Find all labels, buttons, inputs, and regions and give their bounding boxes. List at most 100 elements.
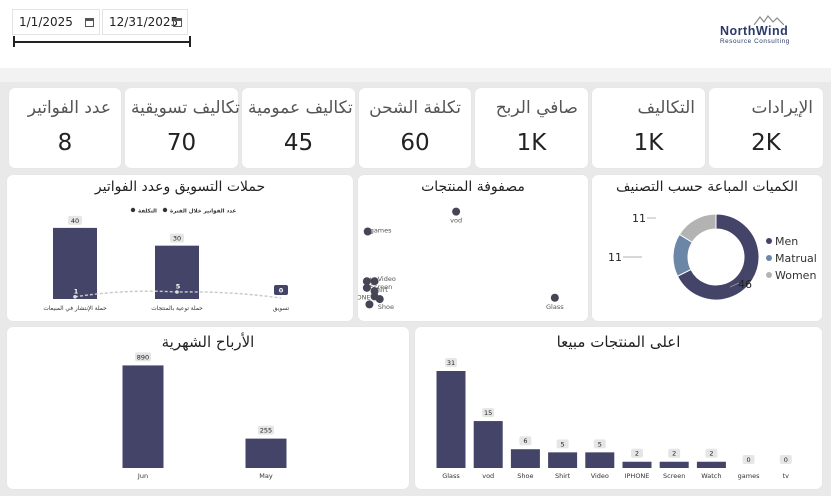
slider-end-handle[interactable] [189,36,191,47]
legend-marker [162,207,168,213]
monthly-profit-panel: الأرباح الشهرية 890 Jun 255 May [7,327,409,489]
header-divider [0,68,831,82]
data-label-box [68,215,82,225]
scatter-point-label: IPHONE [358,293,371,301]
scatter-point [452,207,461,216]
logo-sub-text: Resource Consulting [720,38,790,45]
category-label: Watch [701,472,721,480]
monthly-profit-chart: 890 Jun 255 May [122,352,287,480]
data-label-box [668,448,681,458]
category-label: vod [482,472,494,480]
kpi-label: تكاليف تسويقية [131,98,240,118]
category-label: IPHONE [625,472,650,480]
scatter-point-label: Video [378,275,396,283]
category-label: Shoe [517,472,533,480]
top-products-panel: اعلى المنتجات مبيعا 31 Glass 15 vod 6 Shoe 5 Sh… [415,327,822,489]
legend-entry: Men [775,235,798,248]
date-range-slider[interactable] [14,41,190,43]
legend-marker [130,207,136,213]
kpi-value: 60 [400,130,430,156]
scatter-point-label: Shoe [378,303,394,311]
kpi-label: تكلفة الشحن [369,98,461,118]
donut-panel: الكميات المباعة حسب التصنيف 46 11 11 Men Mat… [592,175,822,321]
scatter-point [363,227,372,236]
profit-data-label: 255 [260,427,272,435]
kpi-label: الإيرادات [751,98,813,118]
kpi-card-costs: التكاليف 1K [592,88,705,168]
category-label: May [259,472,273,480]
panel-title: مصفوفة المنتجات [421,179,525,195]
donut-slice [676,213,760,301]
data-label-box [170,233,184,243]
scatter-point-label: Screen [370,283,392,291]
scatter-point [362,283,371,292]
donut-data-label: 11 [608,251,622,264]
product-data-label: 6 [523,437,527,445]
profit-bar [122,365,164,468]
start-date-value: 1/1/2025 [19,15,73,29]
kpi-value: 45 [283,130,314,156]
scatter-point-label: Watch [369,298,389,306]
product-bar [473,421,503,468]
end-date-value: 12/31/2025 [109,15,179,29]
category-label: حملة توعية بالمنتجات [151,306,203,312]
calendar-icon[interactable] [173,18,182,27]
invoices-data-label: 1 [74,287,79,295]
donut-data-label: 46 [738,278,752,291]
product-bar [622,461,652,468]
product-data-label: 31 [447,359,455,367]
category-label: Jun [137,472,148,480]
data-label-box [742,455,755,464]
logo-main-text: NorthWind [720,24,789,38]
data-label-box [779,455,792,464]
legend-entry: Women [775,269,816,282]
donut-chart: 46 11 11 Men Matrual Women [608,212,817,301]
calendar-icon[interactable] [85,18,94,27]
cost-data-label: 0 [279,287,284,295]
company-logo: NorthWind Resource Consulting [720,15,825,47]
kpi-card-shipping-cost: تكلفة الشحن 60 [359,88,471,168]
category-label: Shirt [555,472,571,480]
data-label-box [631,448,643,458]
scatter-point [362,277,371,286]
profit-bar [245,438,287,468]
donut-leader-line [729,282,740,288]
panel-title: الكميات المباعة حسب التصنيف [616,179,798,195]
kpi-card-net-profit: صافي الربح 1K [475,88,588,168]
legend-entry: Matrual [775,252,817,265]
category-label: Screen [663,472,685,480]
data-label-box [445,358,457,367]
end-date-input[interactable]: 12/31/2025 [102,9,188,35]
category-label: tv [783,472,790,480]
slider-start-handle[interactable] [13,36,15,47]
cost-data-label: 30 [173,235,181,243]
kpi-card-overhead-costs: تكاليف عمومية 45 [242,88,355,168]
invoices-point [175,290,179,294]
data-label-box [274,285,288,295]
product-data-label: 0 [784,456,788,464]
marketing-panel: حملات التسويق وعدد الفواتير التكلفة عدد ا… [7,175,353,321]
kpi-label: تكاليف عمومية [248,98,353,118]
scatter-point-label: Shirt [373,286,389,294]
scatter-chart: vodgamestvVideoScreenShirtIPHONEShoeWatc… [358,207,564,311]
legend-entry: التكلفة [138,208,157,215]
kpi-value: 8 [57,130,73,156]
product-data-label: 2 [635,450,639,458]
kpi-card-invoice-count: عدد الفواتير 8 [9,88,121,168]
scatter-point-label: vod [450,217,462,225]
product-data-label: 2 [709,450,713,458]
logo-mark-icon [754,15,784,25]
product-bar [585,452,615,468]
product-data-label: 2 [672,450,676,458]
invoices-data-label: 5 [176,283,181,291]
data-label-box [705,448,718,458]
marketing-chart: التكلفة عدد الفواتير خلال الفترة 40 30 0 1 5 حم… [43,207,289,313]
start-date-input[interactable]: 1/1/2025 [12,9,100,35]
legend-marker [766,238,772,244]
data-label-box [135,352,151,362]
category-label: حملة الإنتشار في المبيعات [43,306,107,312]
product-data-label: 5 [561,440,565,448]
kpi-card-marketing-costs: تكاليف تسويقية 70 [125,88,240,168]
panel-title: الأرباح الشهرية [161,333,255,351]
data-label-box [482,408,495,418]
